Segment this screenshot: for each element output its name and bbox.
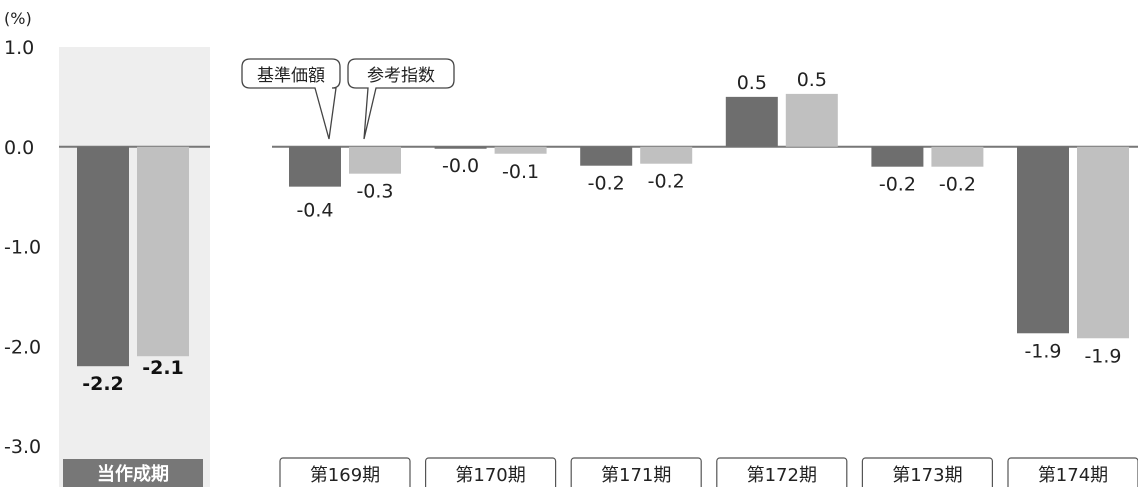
category-label: 第173期	[892, 465, 962, 486]
bar-index	[640, 146, 693, 164]
category-label: 第172期	[747, 465, 817, 486]
category-label-box	[425, 457, 557, 487]
value-label: 0.5	[737, 72, 767, 94]
category-label-box	[570, 457, 702, 487]
bar-fund	[289, 146, 341, 187]
legend-callout-index	[347, 58, 455, 140]
legend-label-fund: 基準価額	[257, 66, 325, 86]
current-period-label: 当作成期	[97, 463, 169, 485]
legend: 基準価額 参考指数	[241, 58, 455, 140]
y-tick-label: -1.0	[4, 237, 41, 259]
current-value-label: -2.1	[142, 357, 184, 379]
bar-index	[1077, 146, 1129, 339]
bar-index	[931, 146, 984, 167]
current-bar-index	[137, 146, 189, 357]
value-label: -0.4	[296, 200, 333, 222]
current-bar-fund	[77, 146, 129, 367]
y-tick-label: -3.0	[4, 436, 41, 458]
value-label: 0.5	[797, 69, 827, 91]
bar-index	[349, 146, 401, 174]
legend-callout-fund	[241, 58, 341, 140]
value-label: -0.2	[648, 171, 685, 193]
category-label: 第174期	[1038, 465, 1108, 486]
current-value-label: -2.2	[82, 373, 124, 395]
value-label: -1.9	[1084, 345, 1121, 367]
value-label: -0.3	[356, 181, 393, 203]
bar-fund	[1017, 146, 1069, 334]
y-axis-ticks: 1.0 0.0 -1.0 -2.0 -3.0	[4, 37, 41, 458]
bar-fund	[580, 146, 633, 166]
value-label: -0.2	[588, 173, 625, 195]
category-label-box	[861, 457, 993, 487]
category-label-box	[279, 457, 411, 487]
value-label: -1.9	[1024, 340, 1061, 362]
category-label: 第171期	[601, 465, 671, 486]
category-label-box	[716, 457, 848, 487]
category-label: 第170期	[455, 465, 525, 486]
value-label: -0.2	[879, 174, 916, 196]
value-label: -0.0	[442, 155, 479, 177]
y-tick-label: 0.0	[4, 137, 34, 159]
current-period-group: -2.2 -2.1 当作成期	[59, 47, 210, 487]
y-axis-unit-label: (%)	[4, 9, 32, 28]
legend-label-index: 参考指数	[367, 66, 435, 86]
category-label: 第169期	[310, 465, 380, 486]
bar-fund	[871, 146, 924, 167]
category-label-box	[1007, 457, 1138, 487]
bar-index	[785, 93, 838, 147]
value-label: -0.2	[939, 174, 976, 196]
bar-fund	[434, 146, 487, 149]
bar-index	[494, 146, 547, 154]
value-label: -0.1	[502, 161, 539, 183]
current-period-label-bg	[63, 459, 203, 487]
bar-fund	[725, 96, 778, 147]
y-tick-label: 1.0	[4, 37, 34, 59]
period-bars-group: -0.4 -0.3 第169期 -0.0 -0.1 第170期 -0.2 -0.2 第171期 0…	[272, 69, 1138, 487]
y-tick-label: -2.0	[4, 336, 41, 358]
